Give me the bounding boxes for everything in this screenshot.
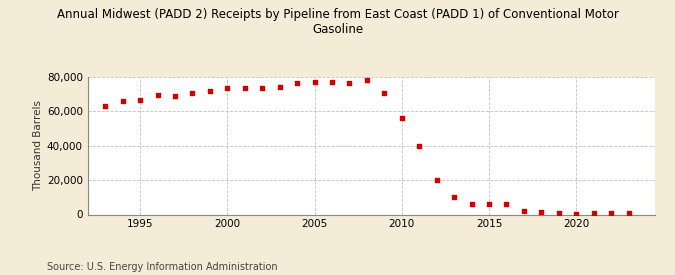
Point	[379, 91, 389, 95]
Point	[309, 80, 320, 84]
Point	[431, 178, 442, 182]
Point	[554, 211, 564, 215]
Point	[605, 211, 616, 215]
Point	[518, 209, 529, 213]
Point	[362, 77, 373, 82]
Point	[536, 210, 547, 214]
Point	[135, 98, 146, 102]
Point	[169, 94, 180, 98]
Point	[501, 202, 512, 206]
Point	[222, 86, 233, 90]
Point	[327, 80, 338, 84]
Text: Annual Midwest (PADD 2) Receipts by Pipeline from East Coast (PADD 1) of Convent: Annual Midwest (PADD 2) Receipts by Pipe…	[57, 8, 618, 36]
Point	[256, 86, 267, 90]
Y-axis label: Thousand Barrels: Thousand Barrels	[32, 100, 43, 191]
Point	[292, 81, 302, 85]
Point	[414, 144, 425, 148]
Point	[589, 211, 599, 215]
Point	[274, 85, 285, 90]
Point	[100, 104, 111, 108]
Point	[205, 89, 215, 93]
Point	[396, 116, 407, 120]
Text: Source: U.S. Energy Information Administration: Source: U.S. Energy Information Administ…	[47, 262, 278, 272]
Point	[240, 86, 250, 90]
Point	[449, 195, 460, 200]
Point	[571, 211, 582, 216]
Point	[344, 81, 355, 85]
Point	[483, 202, 494, 206]
Point	[187, 91, 198, 95]
Point	[466, 202, 477, 206]
Point	[117, 99, 128, 103]
Point	[152, 93, 163, 97]
Point	[623, 211, 634, 215]
